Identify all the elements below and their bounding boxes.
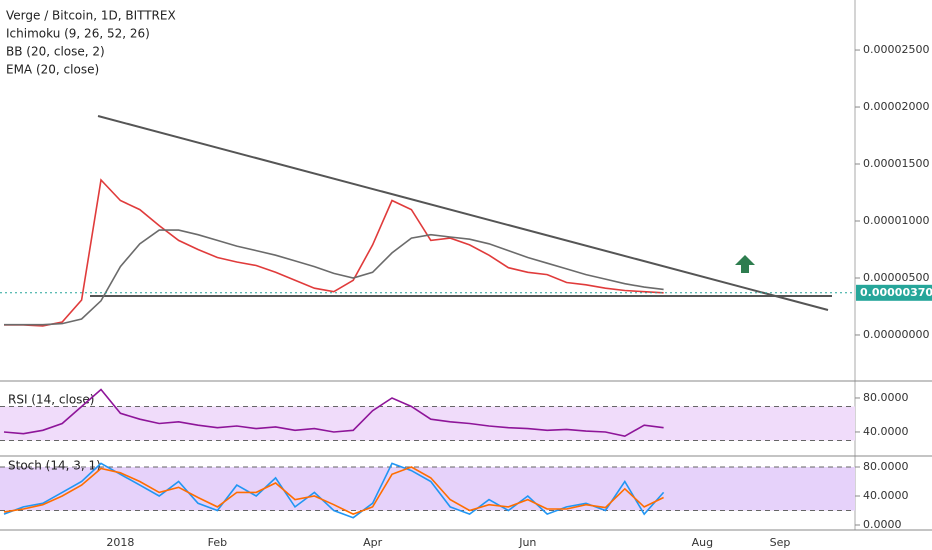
x-tick-label: Sep [770, 536, 791, 549]
x-tick-label: Apr [363, 536, 383, 549]
series-line [4, 229, 664, 326]
indicator-label: Ichimoku (9, 26, 52, 26) [6, 27, 150, 41]
series-line [4, 178, 664, 327]
last-price-label: 0.00000370 [860, 286, 932, 299]
rsi-title: RSI (14, close) [8, 393, 94, 407]
y-tick-label: 40.0000 [863, 425, 909, 438]
x-tick-label: Feb [208, 536, 227, 549]
chart-title: Verge / Bitcoin, 1D, BITTREX [6, 9, 176, 23]
last-price-tag [856, 284, 932, 301]
series-line [3, 466, 664, 515]
y-tick-label: 0.00000500 [863, 271, 929, 284]
y-tick-label: 0.0000 [863, 518, 902, 531]
y-tick-label: 0.00002000 [863, 100, 929, 113]
y-tick-label: 80.0000 [863, 460, 909, 473]
y-tick-label: 40.0000 [863, 489, 909, 502]
band [0, 467, 855, 511]
y-tick-label: 0.00001000 [863, 214, 929, 227]
y-tick-label: 0.00000000 [863, 328, 929, 341]
indicator-label: EMA (20, close) [6, 63, 99, 77]
x-tick-label: 2018 [106, 536, 134, 549]
band [0, 406, 855, 441]
y-tick-label: 80.0000 [863, 391, 909, 404]
y-tick-label: 0.00002500 [863, 43, 929, 56]
y-tick-label: 0.00001500 [863, 157, 929, 170]
indicator-label: BB (20, close, 2) [6, 45, 105, 59]
series-line [3, 388, 664, 438]
trendline [97, 115, 829, 311]
stoch-title: Stoch (14, 3, 1) [8, 459, 101, 473]
x-tick-label: Jun [518, 536, 536, 549]
x-tick-label: Aug [692, 536, 713, 549]
up-arrow [735, 255, 755, 273]
